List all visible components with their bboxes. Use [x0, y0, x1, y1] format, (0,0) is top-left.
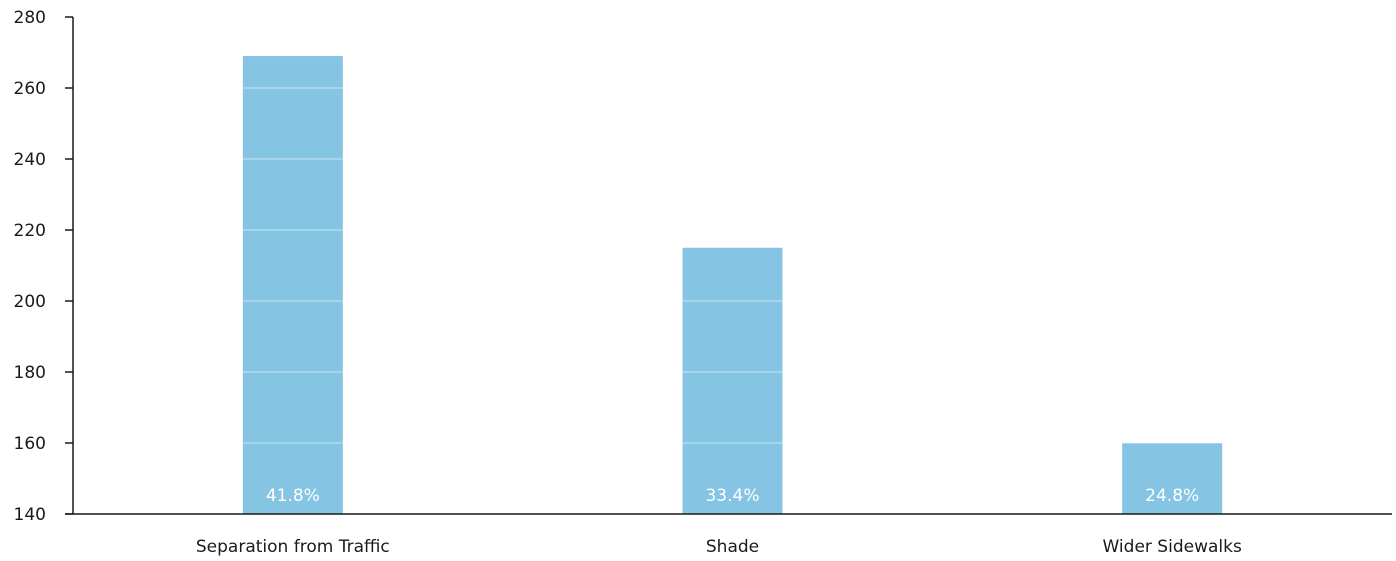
bar-1	[682, 247, 783, 514]
data-label-2: 24.8%	[1145, 486, 1199, 506]
y-tick-label-2: 180	[14, 363, 46, 383]
data-label-1: 33.4%	[705, 486, 759, 506]
y-tick-label-5: 240	[14, 150, 46, 170]
x-tick-label-1: Shade	[706, 537, 759, 557]
x-tick-label-2: Wider Sidewalks	[1103, 537, 1242, 557]
x-tick-label-0: Separation from Traffic	[196, 537, 390, 557]
y-tick-label-4: 220	[14, 221, 46, 241]
y-tick-label-0: 140	[14, 505, 46, 525]
gridlines-layer	[73, 16, 1392, 444]
y-tick-label-1: 160	[14, 434, 46, 454]
y-tick-label-3: 200	[14, 292, 46, 312]
y-tick-label-7: 280	[14, 8, 46, 28]
y-tick-label-6: 260	[14, 79, 46, 99]
axes-layer: 140 160 180 200 220 240 260 280 Separation from …	[14, 8, 1392, 557]
bars-layer	[242, 56, 1223, 515]
data-label-0: 41.8%	[266, 486, 320, 506]
bar-0	[242, 56, 343, 515]
data-labels-layer: 41.8% 33.4% 24.8%	[266, 486, 1199, 506]
bar-2	[1122, 443, 1223, 514]
